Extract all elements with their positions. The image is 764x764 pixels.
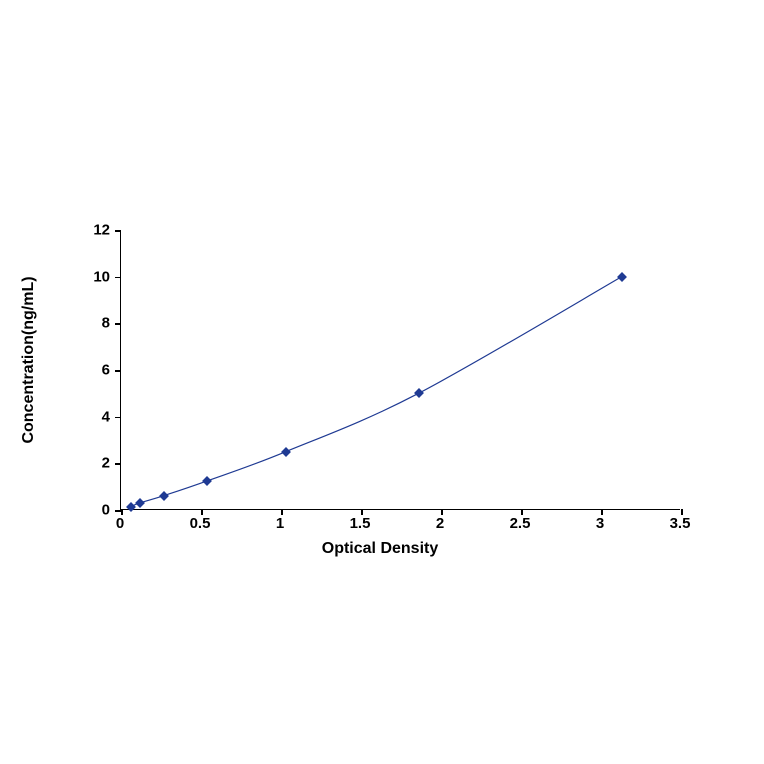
x-tick-label: 1.5 xyxy=(350,515,371,532)
y-tick-label: 6 xyxy=(50,362,110,379)
x-tick-label: 3 xyxy=(596,515,604,532)
y-tick xyxy=(115,370,121,372)
y-tick-label: 10 xyxy=(50,268,110,285)
line-curve xyxy=(121,230,680,509)
y-tick-label: 8 xyxy=(50,315,110,332)
x-tick-label: 2 xyxy=(436,515,444,532)
x-tick-label: 0.5 xyxy=(190,515,211,532)
y-tick-label: 2 xyxy=(50,455,110,472)
x-tick-label: 2.5 xyxy=(510,515,531,532)
y-tick xyxy=(115,417,121,419)
y-tick xyxy=(115,323,121,325)
y-tick xyxy=(115,230,121,232)
y-tick xyxy=(115,463,121,465)
y-tick-label: 4 xyxy=(50,408,110,425)
y-tick-label: 0 xyxy=(50,502,110,519)
chart-container: Concentration(ng/mL) Optical Density 024… xyxy=(50,220,710,580)
y-tick-label: 12 xyxy=(50,222,110,239)
x-tick-label: 3.5 xyxy=(670,515,691,532)
x-tick-label: 0 xyxy=(116,515,124,532)
x-tick-label: 1 xyxy=(276,515,284,532)
plot-area xyxy=(120,230,680,510)
y-axis-title: Concentration(ng/mL) xyxy=(20,276,38,443)
x-axis-title: Optical Density xyxy=(322,540,438,558)
y-tick xyxy=(115,277,121,279)
